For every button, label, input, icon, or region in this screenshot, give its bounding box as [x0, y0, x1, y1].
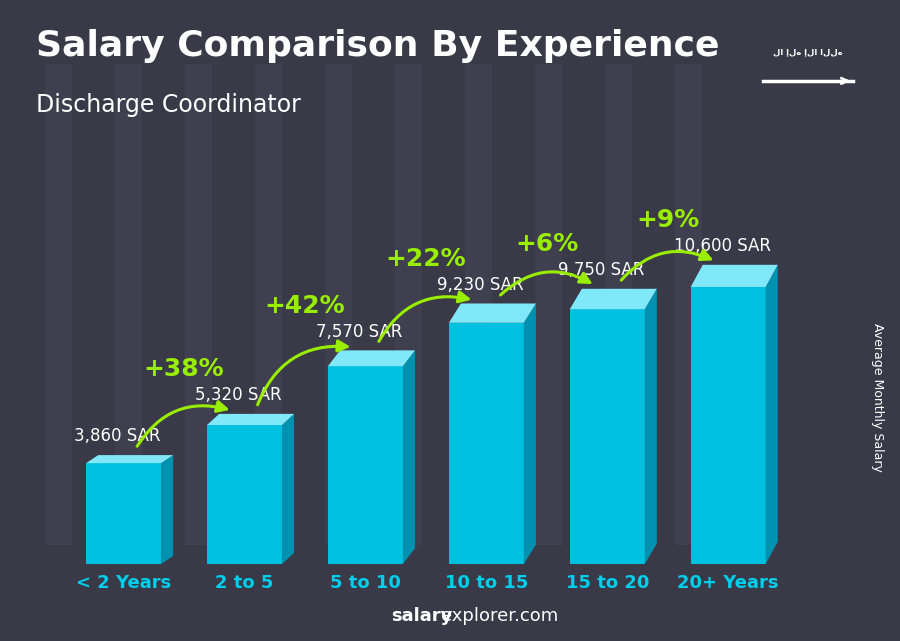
Bar	[86, 463, 161, 564]
Text: +38%: +38%	[144, 357, 224, 381]
Bar	[570, 309, 644, 564]
Bar	[255, 64, 282, 545]
Polygon shape	[328, 351, 415, 366]
Text: لا إله إلا الله: لا إله إلا الله	[773, 47, 842, 56]
Bar	[328, 366, 403, 564]
Text: 7,570 SAR: 7,570 SAR	[316, 322, 402, 340]
Bar	[325, 64, 352, 545]
Text: 9,750 SAR: 9,750 SAR	[558, 261, 644, 279]
Polygon shape	[282, 414, 294, 564]
Bar	[675, 64, 702, 545]
Polygon shape	[766, 265, 778, 564]
Text: explorer.com: explorer.com	[441, 607, 558, 625]
Polygon shape	[644, 289, 657, 564]
Text: Average Monthly Salary: Average Monthly Salary	[871, 323, 884, 472]
Text: 3,860 SAR: 3,860 SAR	[75, 428, 161, 445]
Polygon shape	[86, 455, 173, 463]
Polygon shape	[524, 303, 536, 564]
Text: 10,600 SAR: 10,600 SAR	[673, 237, 770, 255]
Bar	[207, 425, 282, 564]
Polygon shape	[449, 303, 536, 323]
Text: salary: salary	[392, 607, 453, 625]
Bar	[690, 287, 766, 564]
Text: 9,230 SAR: 9,230 SAR	[437, 276, 524, 294]
Polygon shape	[207, 414, 294, 425]
Bar	[115, 64, 142, 545]
Bar	[465, 64, 492, 545]
Text: 5,320 SAR: 5,320 SAR	[195, 386, 282, 404]
Bar	[185, 64, 212, 545]
Text: +9%: +9%	[636, 208, 699, 232]
Bar	[395, 64, 422, 545]
Polygon shape	[570, 289, 657, 309]
Text: Discharge Coordinator: Discharge Coordinator	[36, 93, 301, 117]
Text: Salary Comparison By Experience: Salary Comparison By Experience	[36, 29, 719, 63]
Bar	[605, 64, 632, 545]
Text: +22%: +22%	[385, 247, 466, 271]
Bar	[535, 64, 562, 545]
Text: +6%: +6%	[515, 232, 579, 256]
Bar	[45, 64, 72, 545]
Polygon shape	[403, 351, 415, 564]
Bar	[449, 323, 524, 564]
Polygon shape	[690, 265, 778, 287]
Text: +42%: +42%	[265, 294, 346, 318]
Polygon shape	[161, 455, 173, 564]
